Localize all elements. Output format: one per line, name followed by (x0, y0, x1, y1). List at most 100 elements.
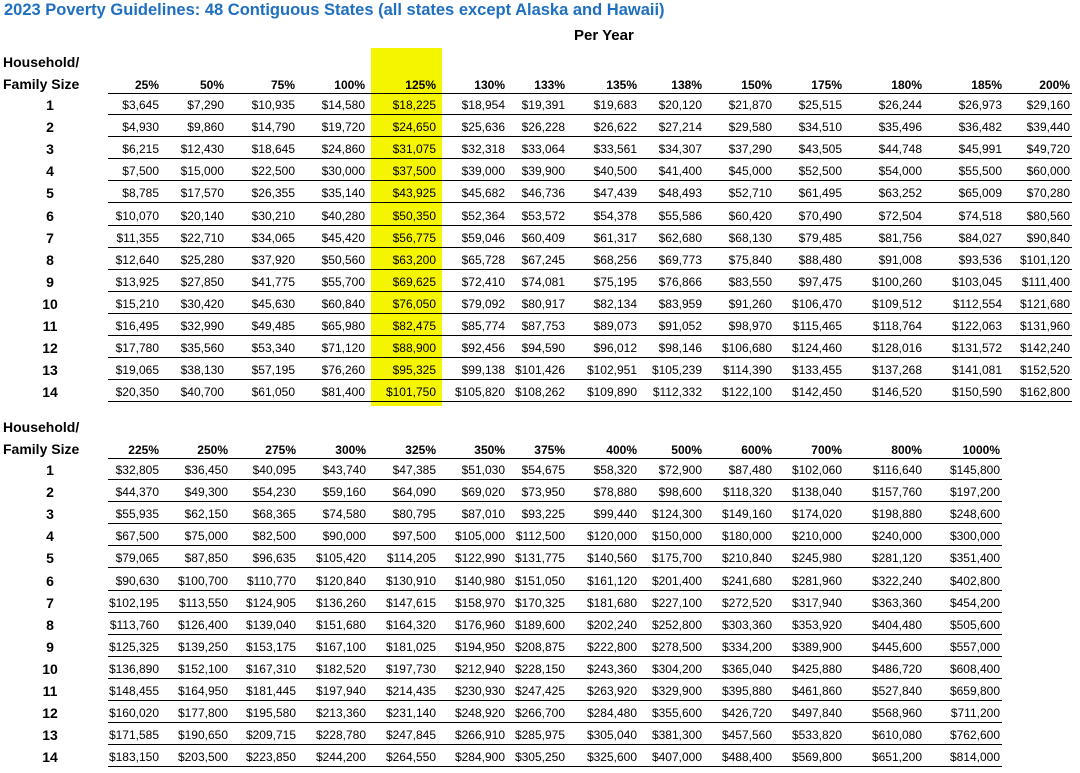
table-cell: $43,505 (798, 142, 842, 157)
column-header: 800% (891, 443, 922, 457)
table-cell: $158,970 (454, 595, 505, 610)
table-cell: $118,764 (872, 319, 922, 333)
table-cell: $284,480 (586, 706, 637, 721)
table-cell: $26,355 (251, 186, 295, 201)
table-cell: $44,370 (115, 485, 159, 500)
table-cell: $34,307 (658, 142, 702, 157)
table-cell: $56,775 (392, 230, 436, 245)
household-size: 12 (42, 340, 58, 357)
table-cell: $329,900 (651, 684, 702, 698)
table-cell: $167,100 (315, 639, 366, 654)
household-size: 11 (42, 683, 58, 699)
table-cell: $52,710 (728, 186, 772, 201)
table-cell: $197,940 (315, 684, 366, 698)
household-size: 13 (42, 727, 58, 744)
table-cell: $25,515 (798, 98, 842, 112)
column-highlight-125 (371, 48, 442, 406)
table-cell: $121,680 (1019, 296, 1070, 311)
table-cell: $105,820 (454, 385, 505, 400)
table-cell: $91,260 (728, 296, 772, 311)
table-cell: $198,880 (871, 507, 922, 522)
table-cell: $214,435 (385, 684, 436, 698)
table-cell: $34,510 (798, 120, 842, 135)
table-cell: $152,520 (1019, 363, 1070, 378)
table-cell: $88,480 (798, 252, 842, 267)
table-cell: $142,240 (1019, 341, 1070, 356)
table-cell: $568,960 (871, 706, 922, 721)
table-cell: $264,550 (385, 750, 436, 765)
table-cell: $13,925 (115, 274, 159, 289)
table-cell: $651,200 (871, 750, 922, 765)
table-cell: $40,095 (252, 463, 296, 477)
column-header: 325% (405, 443, 436, 457)
row-separator (108, 611, 1002, 613)
table-cell: $37,290 (728, 142, 772, 157)
table-cell: $272,520 (721, 595, 772, 610)
table-cell: $72,900 (658, 463, 702, 477)
page-title: 2023 Poverty Guidelines: 48 Contiguous S… (4, 1, 665, 19)
table-cell: $240,000 (871, 529, 922, 544)
household-size: 7 (46, 229, 54, 246)
table-cell: $111,400 (1021, 274, 1070, 289)
table-cell: $365,040 (721, 661, 772, 676)
household-size: 9 (46, 273, 54, 290)
row-separator (108, 567, 1002, 569)
table-cell: $96,635 (252, 551, 296, 566)
table-cell: $25,280 (180, 252, 224, 267)
row-separator (108, 766, 1002, 768)
table-cell: $54,675 (521, 463, 565, 477)
table-cell: $183,150 (108, 750, 159, 765)
table-cell: $26,228 (521, 120, 565, 135)
column-header: 500% (671, 443, 702, 457)
table-cell: $61,495 (798, 186, 842, 201)
household-size: 8 (46, 251, 54, 268)
row-separator (108, 114, 1072, 115)
table-cell: $69,020 (461, 485, 505, 500)
table-cell: $78,880 (593, 485, 637, 500)
table-cell: $231,140 (385, 706, 436, 721)
table-cell: $11,355 (116, 230, 160, 245)
table-cell: $245,980 (791, 551, 842, 566)
row-separator (108, 246, 1072, 248)
table-cell: $209,715 (245, 728, 296, 743)
table-cell: $505,600 (949, 617, 1000, 632)
table-cell: $124,460 (791, 341, 842, 356)
column-header: 1000% (962, 443, 1000, 457)
table-cell: $101,426 (514, 363, 565, 378)
table-cell: $325,600 (586, 750, 637, 765)
table-cell: $19,720 (321, 120, 365, 135)
table-cell: $18,225 (392, 98, 436, 112)
table-cell: $95,325 (392, 363, 436, 378)
table-cell: $90,630 (115, 573, 159, 588)
table-cell: $426,720 (721, 706, 772, 721)
table-cell: $84,027 (958, 230, 1002, 245)
table-cell: $122,063 (951, 319, 1002, 333)
column-header: 400% (606, 443, 637, 457)
table-cell: $445,600 (871, 639, 922, 654)
table-cell: $20,140 (180, 208, 224, 223)
row-separator (108, 401, 1072, 403)
table-cell: $181,680 (586, 595, 637, 610)
table-cell: $34,065 (251, 230, 295, 245)
table-cell: $145,800 (949, 463, 1000, 477)
table-cell: $381,300 (651, 728, 702, 743)
table-cell: $79,092 (461, 296, 505, 311)
table-cell: $247,425 (514, 684, 565, 698)
table-cell: $75,840 (728, 252, 772, 267)
table-cell: $15,210 (115, 296, 159, 311)
table-cell: $15,000 (180, 164, 224, 179)
table-cell: $24,860 (321, 142, 365, 157)
table-cell: $48,493 (658, 186, 702, 201)
table-cell: $230,930 (454, 684, 505, 698)
row-separator (108, 655, 1002, 657)
column-header: 50% (199, 78, 224, 92)
table-cell: $334,200 (721, 639, 772, 654)
table-cell: $248,600 (949, 507, 1000, 522)
column-header: 133% (534, 78, 565, 92)
household-label-line2-table2: Family Size (3, 441, 80, 457)
table-cell: $57,195 (251, 363, 295, 378)
table-cell: $21,870 (728, 98, 772, 112)
table-cell: $59,160 (322, 485, 366, 500)
table-cell: $75,000 (184, 529, 228, 544)
table-cell: $153,175 (245, 639, 296, 654)
